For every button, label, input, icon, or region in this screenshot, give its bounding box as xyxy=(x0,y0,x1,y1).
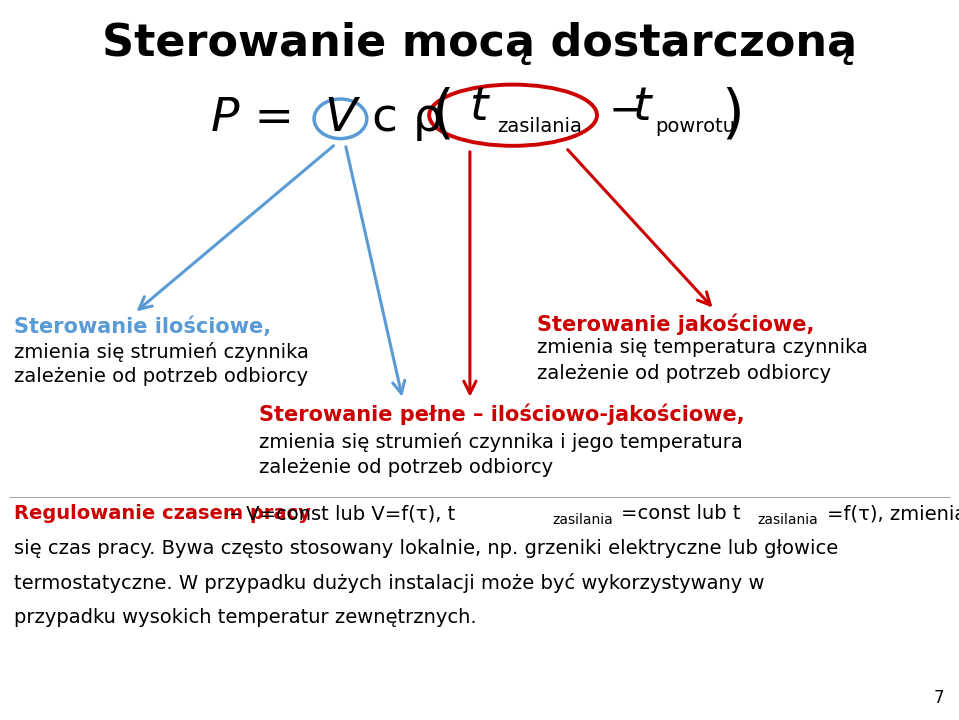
Text: =const lub t: =const lub t xyxy=(621,504,741,523)
Text: t: t xyxy=(633,86,651,130)
Text: powrotu: powrotu xyxy=(655,117,735,135)
Text: zasilania: zasilania xyxy=(497,117,582,135)
Text: 7: 7 xyxy=(934,689,945,707)
Text: c ρ: c ρ xyxy=(372,96,443,141)
Text: P =: P = xyxy=(211,96,309,141)
Text: Sterowanie jakościowe,: Sterowanie jakościowe, xyxy=(537,313,814,335)
Text: V: V xyxy=(324,96,357,141)
Text: – V=const lub V=f(τ), t: – V=const lub V=f(τ), t xyxy=(230,504,456,523)
Text: ): ) xyxy=(721,86,744,144)
Text: zależenie od potrzeb odbiorcy: zależenie od potrzeb odbiorcy xyxy=(259,458,553,477)
Text: się czas pracy. Bywa często stosowany lokalnie, np. grzeniki elektryczne lub gło: się czas pracy. Bywa często stosowany lo… xyxy=(14,539,838,557)
Text: zasilania: zasilania xyxy=(552,513,613,526)
Text: zmienia się temperatura czynnika: zmienia się temperatura czynnika xyxy=(537,338,868,357)
Text: Sterowanie mocą dostarczoną: Sterowanie mocą dostarczoną xyxy=(102,22,857,65)
Text: Sterowanie ilościowe,: Sterowanie ilościowe, xyxy=(14,317,271,337)
Text: (: ( xyxy=(432,86,455,144)
Text: t: t xyxy=(470,86,488,130)
Text: zależenie od potrzeb odbiorcy: zależenie od potrzeb odbiorcy xyxy=(14,367,309,386)
Text: Regulowanie czasem pracy: Regulowanie czasem pracy xyxy=(14,504,312,523)
Text: =f(τ), zmienia: =f(τ), zmienia xyxy=(827,504,959,523)
Text: zasilania: zasilania xyxy=(758,513,818,526)
Text: −: − xyxy=(609,89,643,131)
Text: zmienia się strumień czynnika: zmienia się strumień czynnika xyxy=(14,342,309,362)
Text: przypadku wysokich temperatur zewnętrznych.: przypadku wysokich temperatur zewnętrzny… xyxy=(14,608,477,626)
Text: zmienia się strumień czynnika i jego temperatura: zmienia się strumień czynnika i jego tem… xyxy=(259,432,742,452)
Text: zależenie od potrzeb odbiorcy: zależenie od potrzeb odbiorcy xyxy=(537,364,831,382)
Text: termostatyczne. W przypadku dużych instalacji może być wykorzystywany w: termostatyczne. W przypadku dużych insta… xyxy=(14,573,765,593)
Text: Sterowanie pełne – ilościowo-jakościowe,: Sterowanie pełne – ilościowo-jakościowe, xyxy=(259,403,744,425)
